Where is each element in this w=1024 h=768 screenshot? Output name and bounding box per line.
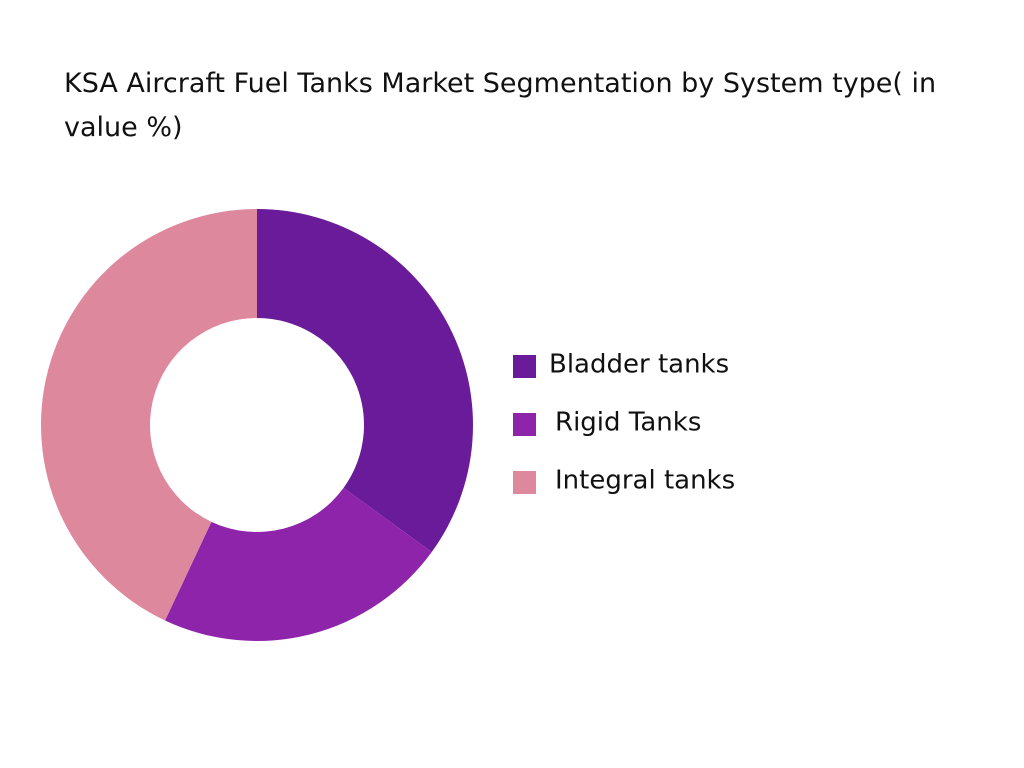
donut-slice — [165, 487, 432, 641]
chart-title: KSA Aircraft Fuel Tanks Market Segmentat… — [64, 68, 937, 143]
legend-label: Rigid Tanks — [555, 408, 701, 438]
legend-swatch — [513, 471, 536, 494]
donut-slice — [40, 209, 257, 621]
legend-label: Bladder tanks — [549, 350, 729, 380]
legend-swatch — [513, 413, 536, 436]
legend-label: Integral tanks — [555, 466, 735, 496]
donut-slice — [257, 209, 473, 552]
legend-swatch — [513, 355, 536, 378]
